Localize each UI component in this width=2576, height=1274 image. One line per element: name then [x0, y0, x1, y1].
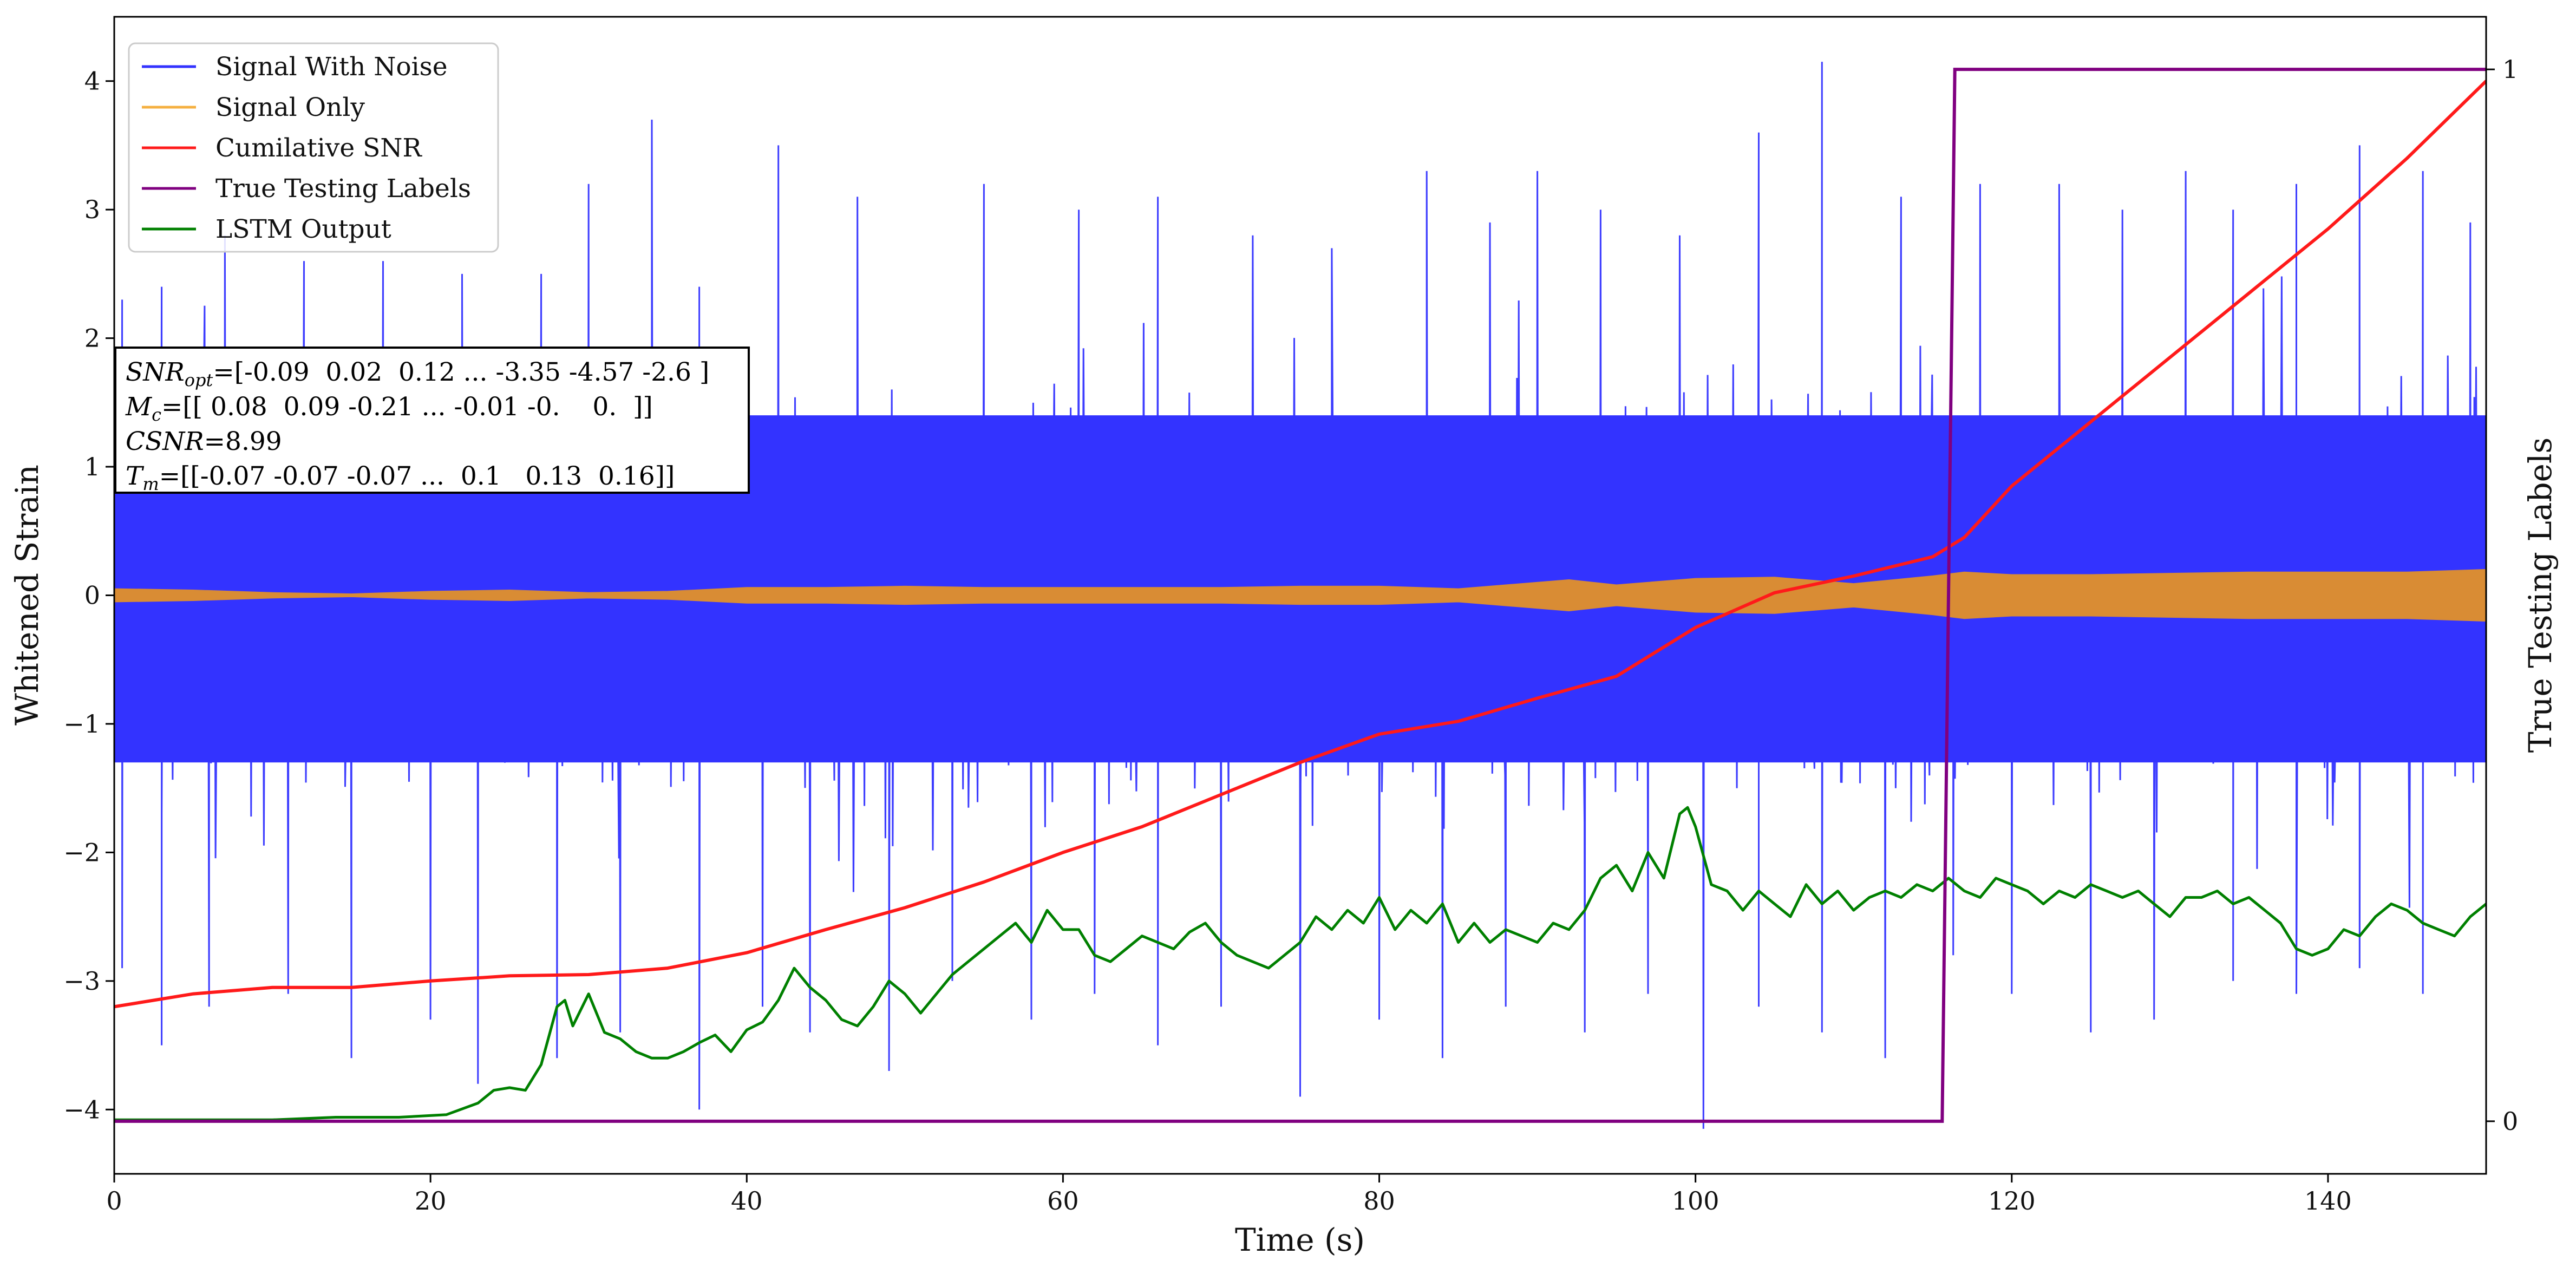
y2-tick-label: 0: [2502, 1107, 2518, 1136]
y2-axis-label: True Testing Labels: [2522, 437, 2559, 753]
x-tick-label: 20: [415, 1186, 447, 1216]
y-axis-label: Whitened Strain: [9, 465, 45, 726]
y-tick-label: −4: [63, 1095, 100, 1124]
cumilative-snr-line: [114, 80, 2486, 1009]
y-tick-label: −3: [63, 966, 100, 996]
lstm-output-line: [114, 806, 2486, 1121]
y2-tick-label: 1: [2502, 55, 2518, 84]
y-tick-label: 0: [84, 581, 100, 610]
legend-label: True Testing Labels: [215, 174, 471, 204]
y-tick-label: −2: [63, 838, 100, 867]
x-tick-label: 40: [731, 1186, 763, 1216]
legend-label: Signal With Noise: [215, 52, 448, 82]
true-testing-labels-line: [114, 68, 2486, 1123]
signal-only-envelope: [114, 569, 2486, 622]
annotation-line: Tm=[[-0.07 -0.07 -0.07 ... 0.1 0.13 0.16…: [126, 461, 675, 494]
y-tick-label: 1: [84, 452, 100, 481]
x-tick-label: 80: [1363, 1186, 1395, 1216]
legend-label: Cumilative SNR: [215, 133, 422, 163]
y-tick-label: 4: [84, 67, 100, 96]
x-tick-label: 120: [1988, 1186, 2036, 1216]
y-tick-label: 3: [84, 195, 100, 224]
legend: Signal With Noise Signal Only Cumilative S…: [128, 42, 499, 253]
x-tick-label: 140: [2304, 1186, 2352, 1216]
annotation-box: SNRopt=[-0.09 0.02 0.12 ... -3.35 -4.57 …: [114, 347, 750, 494]
x-axis-label: Time (s): [1235, 1221, 1365, 1258]
y-tick-label: 2: [84, 324, 100, 353]
y-tick-label: −1: [63, 709, 100, 739]
x-tick-label: 0: [106, 1186, 122, 1216]
legend-label: Signal Only: [215, 93, 365, 122]
x-tick-label: 60: [1047, 1186, 1079, 1216]
annotation-line: Mc=[[ 0.08 0.09 -0.21 ... -0.01 -0. 0. ]…: [125, 392, 653, 425]
annotation-line: CSNR=8.99: [126, 427, 282, 456]
annotation-line: SNRopt=[-0.09 0.02 0.12 ... -3.35 -4.57 …: [126, 357, 709, 390]
legend-label: LSTM Output: [215, 214, 391, 244]
x-tick-label: 100: [1672, 1186, 1719, 1216]
